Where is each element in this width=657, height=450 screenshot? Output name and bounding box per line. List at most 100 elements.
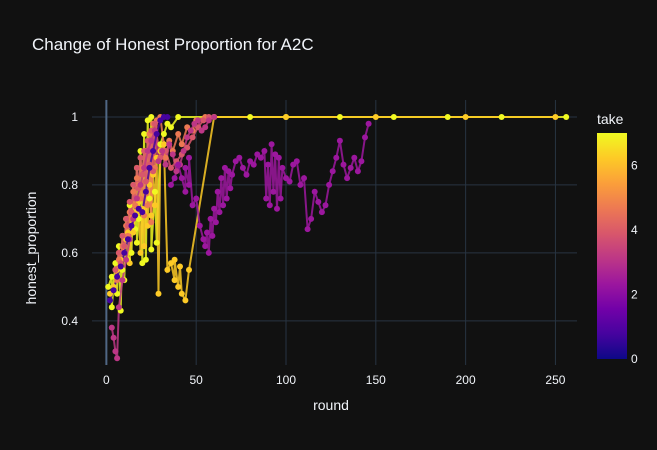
data-point[interactable] <box>135 205 142 212</box>
data-point[interactable] <box>110 334 117 341</box>
data-point[interactable] <box>133 164 140 171</box>
data-point[interactable] <box>344 175 351 182</box>
data-point[interactable] <box>142 256 149 263</box>
data-point[interactable] <box>142 188 149 195</box>
data-point[interactable] <box>108 304 115 311</box>
data-point[interactable] <box>214 188 221 195</box>
data-point[interactable] <box>121 243 128 250</box>
data-point[interactable] <box>200 236 207 243</box>
data-point[interactable] <box>141 243 148 250</box>
data-point[interactable] <box>171 256 178 263</box>
data-point[interactable] <box>146 164 153 171</box>
data-point[interactable] <box>247 114 254 120</box>
data-point[interactable] <box>160 131 167 137</box>
data-point[interactable] <box>107 297 113 304</box>
data-point[interactable] <box>148 219 155 226</box>
data-point[interactable] <box>286 178 293 185</box>
data-point[interactable] <box>128 222 135 229</box>
data-point[interactable] <box>336 137 343 144</box>
data-point[interactable] <box>200 117 207 124</box>
data-point[interactable] <box>274 205 280 212</box>
data-point[interactable] <box>333 154 340 161</box>
data-point[interactable] <box>186 154 192 161</box>
data-point[interactable] <box>182 164 189 171</box>
data-point[interactable] <box>119 232 126 239</box>
data-point[interactable] <box>182 297 189 304</box>
data-point[interactable] <box>162 161 169 168</box>
data-point[interactable] <box>261 148 268 154</box>
data-point[interactable] <box>146 195 153 202</box>
data-point[interactable] <box>124 236 131 243</box>
data-point[interactable] <box>114 273 121 280</box>
data-point[interactable] <box>193 195 200 202</box>
data-point[interactable] <box>151 120 158 127</box>
data-point[interactable] <box>119 277 126 284</box>
data-point[interactable] <box>227 185 234 192</box>
data-point[interactable] <box>148 114 155 120</box>
data-point[interactable] <box>372 114 379 120</box>
data-point[interactable] <box>112 348 119 355</box>
data-point[interactable] <box>202 124 209 131</box>
data-point[interactable] <box>137 181 144 188</box>
data-point[interactable] <box>318 209 325 216</box>
data-point[interactable] <box>552 114 559 120</box>
data-point[interactable] <box>207 215 214 222</box>
data-point[interactable] <box>166 141 173 148</box>
data-point[interactable] <box>151 188 158 195</box>
data-point[interactable] <box>204 229 210 236</box>
data-point[interactable] <box>168 181 174 188</box>
data-point[interactable] <box>155 158 162 165</box>
data-point[interactable] <box>301 175 307 182</box>
data-point[interactable] <box>164 266 171 273</box>
data-point[interactable] <box>326 181 333 188</box>
data-point[interactable] <box>265 161 271 168</box>
data-point[interactable] <box>130 188 137 195</box>
data-point[interactable] <box>229 171 236 178</box>
data-point[interactable] <box>114 355 121 362</box>
data-point[interactable] <box>304 226 311 233</box>
data-point[interactable] <box>130 181 137 188</box>
data-point[interactable] <box>128 249 135 256</box>
data-point[interactable] <box>209 232 216 239</box>
data-point[interactable] <box>297 181 304 188</box>
data-point[interactable] <box>498 114 505 120</box>
data-point[interactable] <box>168 164 174 171</box>
data-point[interactable] <box>311 188 318 195</box>
data-point[interactable] <box>216 209 223 216</box>
data-point[interactable] <box>150 148 157 154</box>
data-point[interactable] <box>270 188 277 195</box>
data-point[interactable] <box>178 141 185 148</box>
data-point[interactable] <box>205 117 212 124</box>
data-point[interactable] <box>362 134 368 141</box>
data-point[interactable] <box>110 287 117 294</box>
data-point[interactable] <box>155 290 162 297</box>
data-point[interactable] <box>444 114 451 120</box>
data-point[interactable] <box>175 161 182 168</box>
data-point[interactable] <box>186 181 192 188</box>
data-point[interactable] <box>144 148 151 154</box>
data-point[interactable] <box>279 164 286 171</box>
data-point[interactable] <box>293 158 300 165</box>
data-point[interactable] <box>115 249 122 256</box>
data-point[interactable] <box>563 114 570 120</box>
data-point[interactable] <box>189 202 196 209</box>
data-point[interactable] <box>173 168 180 175</box>
data-point[interactable] <box>171 277 178 284</box>
data-point[interactable] <box>189 134 196 141</box>
data-point[interactable] <box>365 120 372 127</box>
data-point[interactable] <box>211 114 218 120</box>
data-point[interactable] <box>329 168 336 175</box>
data-point[interactable] <box>148 246 155 253</box>
data-point[interactable] <box>175 114 182 120</box>
data-point[interactable] <box>175 131 182 137</box>
data-point[interactable] <box>126 198 133 205</box>
data-point[interactable] <box>130 229 137 236</box>
data-point[interactable] <box>137 249 144 256</box>
data-point[interactable] <box>243 171 250 178</box>
data-point[interactable] <box>151 202 158 209</box>
data-point[interactable] <box>177 263 183 270</box>
data-point[interactable] <box>340 161 347 168</box>
data-point[interactable] <box>202 243 209 250</box>
data-point[interactable] <box>462 114 469 120</box>
data-point[interactable] <box>196 222 203 229</box>
